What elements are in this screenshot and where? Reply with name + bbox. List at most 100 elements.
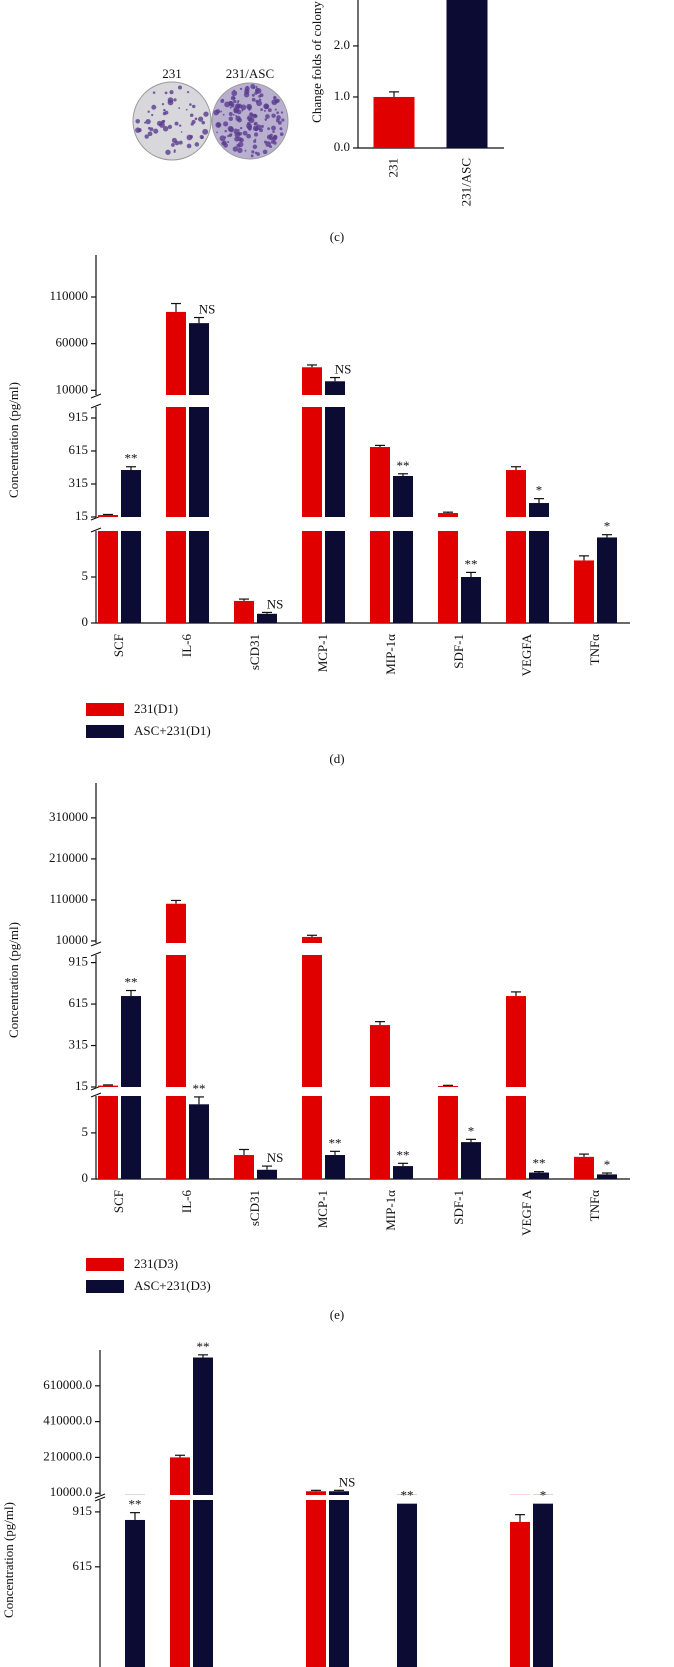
colony: [152, 91, 156, 94]
bar: [574, 1156, 594, 1179]
significance: NS: [267, 596, 284, 611]
bar: [189, 1104, 209, 1179]
bar: [306, 1500, 326, 1667]
bar: [370, 1096, 390, 1179]
colony: [161, 103, 165, 106]
colony: [191, 119, 196, 125]
x-tick-label: VEGF A: [519, 1189, 534, 1235]
colony: [202, 128, 209, 135]
colony: [178, 124, 182, 127]
colony: [237, 147, 243, 154]
colony: [266, 134, 272, 140]
colony: [231, 90, 238, 97]
colony: [228, 116, 234, 121]
colony: [252, 113, 258, 119]
bar: [166, 311, 186, 395]
colony: [224, 129, 227, 133]
colony: [220, 110, 223, 113]
colony: [256, 152, 260, 156]
significance: *: [468, 1123, 475, 1138]
colony: [252, 86, 256, 90]
colony: [135, 127, 141, 133]
x-tick-label: 231: [385, 158, 400, 178]
bar: [193, 1500, 213, 1667]
colony: [170, 143, 175, 147]
colony: [279, 132, 284, 136]
axis-break: [90, 1092, 102, 1098]
bar: [302, 531, 322, 623]
y-axis-label: Concentration (pg/ml): [1, 1502, 16, 1618]
significance: **: [397, 1147, 410, 1162]
legend-swatch: [86, 1258, 124, 1271]
colony: [186, 90, 190, 94]
y-tick-label: 0: [82, 614, 89, 629]
bar: [325, 1155, 345, 1179]
colony: [229, 106, 232, 109]
significance: **: [197, 1339, 210, 1354]
bar: [166, 903, 186, 943]
colony: [273, 96, 276, 99]
bar: [370, 531, 390, 623]
y-tick-label: 915: [69, 954, 89, 969]
axis-break: [90, 527, 102, 533]
colony: [253, 132, 259, 137]
colony: [239, 126, 243, 130]
colony: [147, 110, 150, 113]
x-tick-label: SDF-1: [451, 634, 466, 669]
bar: [597, 1174, 617, 1179]
bar: [370, 447, 390, 517]
y-tick-label: 2.0: [334, 37, 350, 52]
bar: [329, 1500, 349, 1667]
significance: **: [125, 975, 138, 990]
colony: [162, 125, 169, 132]
bar: [121, 1096, 141, 1179]
bar: [121, 996, 141, 1087]
bar: [393, 531, 413, 623]
y-tick-label: 210000.0: [43, 1448, 92, 1463]
y-tick-label: 15: [75, 508, 88, 523]
bar: [533, 1503, 553, 1667]
colony: [219, 135, 226, 142]
legend-label: ASC+231(D3): [134, 1278, 211, 1293]
legend-swatch: [86, 1280, 124, 1293]
colony: [201, 120, 206, 125]
colony: [244, 149, 247, 152]
y-tick-label: 5: [82, 1124, 89, 1139]
colony: [279, 127, 283, 131]
colony: [280, 111, 284, 114]
bar: [170, 1457, 190, 1495]
x-tick-label: MCP-1: [315, 634, 330, 672]
colony: [185, 108, 188, 111]
y-tick-label: 10000: [56, 381, 89, 396]
colony: [178, 140, 183, 145]
bar: [529, 1172, 549, 1179]
x-tick-label: MCP-1: [315, 1190, 330, 1228]
colony: [222, 113, 225, 116]
y-tick-label: 310000: [49, 809, 88, 824]
bar: [166, 955, 186, 1087]
bar: [438, 1086, 458, 1087]
colony: [163, 108, 166, 112]
y-tick-label: 610000.0: [43, 1377, 92, 1392]
colony: [250, 154, 254, 158]
bar: [506, 996, 526, 1087]
colony: [267, 108, 272, 113]
bar: [189, 407, 209, 517]
y-tick-label: 5: [82, 568, 89, 583]
colony: [171, 137, 177, 143]
significance: **: [465, 556, 478, 571]
colony: [246, 85, 249, 88]
colony: [237, 117, 242, 123]
colony: [276, 111, 280, 115]
colony: [223, 121, 229, 127]
axis-break: [90, 403, 102, 409]
bar: [325, 407, 345, 517]
colony: [239, 137, 244, 143]
colony: [135, 118, 141, 124]
significance: **: [193, 1081, 206, 1096]
bar: [574, 560, 594, 623]
x-tick-label: IL-6: [179, 634, 194, 658]
axis-break: [90, 941, 102, 947]
colony: [272, 134, 278, 140]
